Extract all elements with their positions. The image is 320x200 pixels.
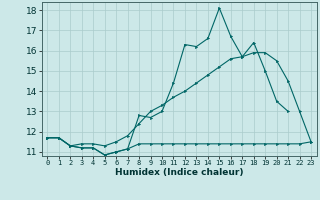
X-axis label: Humidex (Indice chaleur): Humidex (Indice chaleur) [115, 168, 244, 177]
